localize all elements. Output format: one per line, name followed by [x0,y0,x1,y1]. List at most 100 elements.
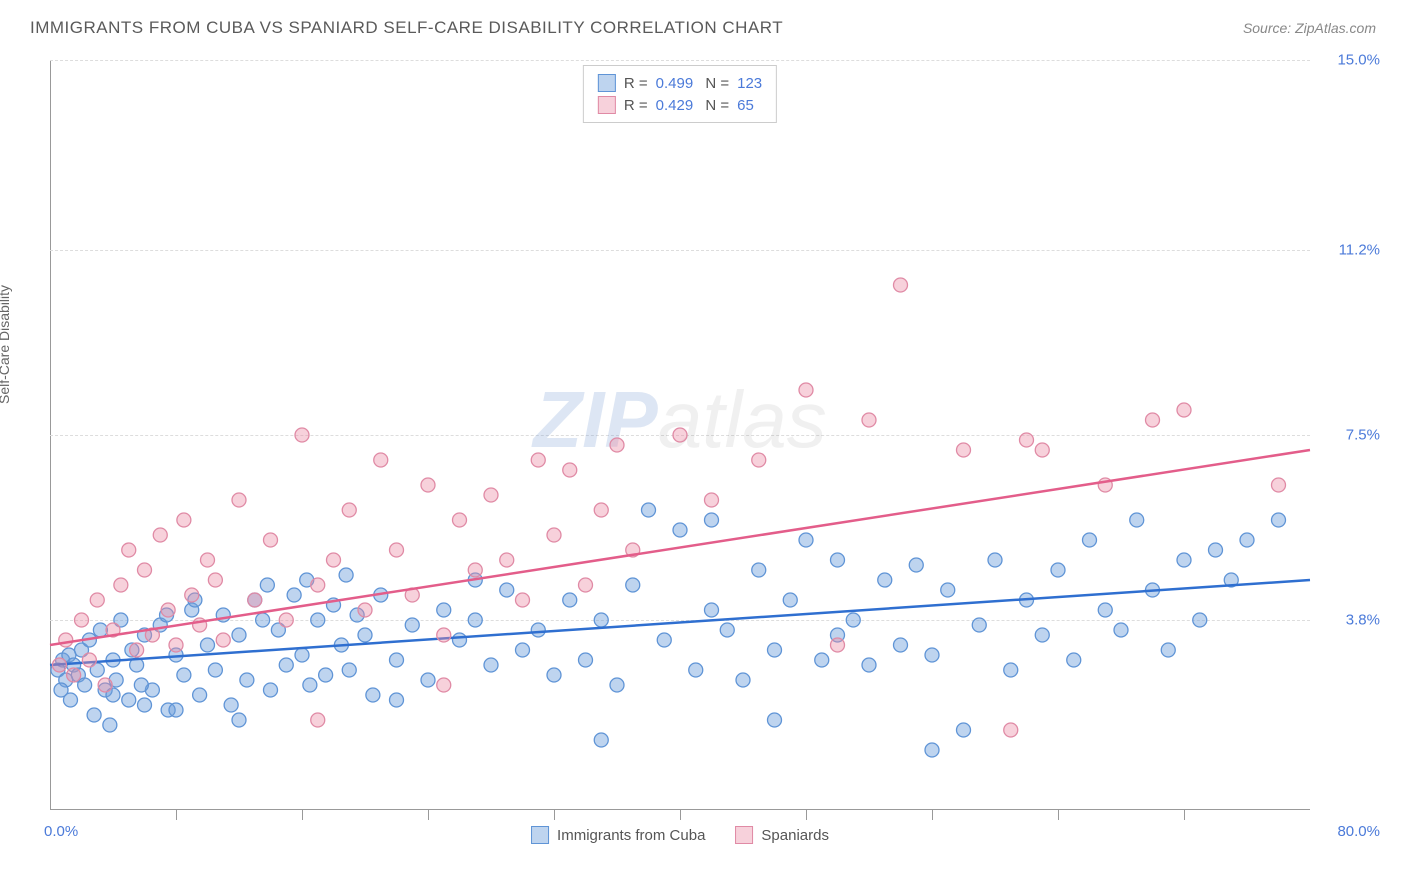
data-point [122,543,136,557]
data-point [98,678,112,692]
x-axis-max-label: 80.0% [1320,823,1380,840]
data-point [390,543,404,557]
data-point [925,743,939,757]
data-point [287,588,301,602]
r-value-cuba: 0.499 [656,75,694,92]
data-point [468,613,482,627]
data-point [894,278,908,292]
data-point [421,478,435,492]
data-point [201,553,215,567]
chart-header: IMMIGRANTS FROM CUBA VS SPANIARD SELF-CA… [0,0,1406,38]
data-point [689,663,703,677]
data-point [673,428,687,442]
data-point [216,633,230,647]
data-point [752,563,766,577]
data-point [925,648,939,662]
data-point [720,623,734,637]
data-point [342,663,356,677]
data-point [319,668,333,682]
stats-legend: R = 0.499 N = 123 R = 0.429 N = 65 [583,65,777,123]
data-point [130,643,144,657]
data-point [138,698,152,712]
data-point [988,553,1002,567]
data-point [1004,723,1018,737]
data-point [1130,513,1144,527]
data-point [799,383,813,397]
x-axis-min-label: 0.0% [44,823,78,840]
data-point [673,523,687,537]
x-tick [932,810,933,820]
data-point [390,653,404,667]
data-point [260,578,274,592]
data-point [54,683,68,697]
data-point [831,638,845,652]
data-point [248,593,262,607]
data-point [90,593,104,607]
r-value-spaniards: 0.429 [656,97,694,114]
data-point [256,613,270,627]
data-point [516,643,530,657]
data-point [279,613,293,627]
data-point [1161,643,1175,657]
swatch-cuba [598,74,616,92]
data-point [862,413,876,427]
trend-line [50,450,1310,645]
data-point [878,573,892,587]
source-attribution: Source: ZipAtlas.com [1243,20,1376,36]
data-point [193,688,207,702]
data-point [169,703,183,717]
series-legend: Immigrants from Cuba Spaniards [531,826,829,844]
x-tick [554,810,555,820]
x-tick [428,810,429,820]
data-point [75,613,89,627]
data-point [705,603,719,617]
y-axis-label: Self-Care Disability [0,285,12,404]
data-point [303,678,317,692]
data-point [531,453,545,467]
data-point [1114,623,1128,637]
data-point [169,638,183,652]
data-point [201,638,215,652]
data-point [768,643,782,657]
data-point [437,603,451,617]
data-point [342,503,356,517]
legend-item-spaniards: Spaniards [735,826,829,844]
data-point [594,733,608,747]
data-point [783,593,797,607]
data-point [705,493,719,507]
data-point [1240,533,1254,547]
data-point [1146,413,1160,427]
data-point [358,603,372,617]
data-point [1020,433,1034,447]
data-point [594,503,608,517]
data-point [610,438,624,452]
data-point [500,553,514,567]
data-point [941,583,955,597]
data-point [799,533,813,547]
data-point [626,578,640,592]
data-point [705,513,719,527]
data-point [208,663,222,677]
data-point [862,658,876,672]
data-point [208,573,222,587]
data-point [1035,443,1049,457]
y-tick-label: 15.0% [1320,52,1380,69]
data-point [1098,603,1112,617]
data-point [516,593,530,607]
data-point [484,488,498,502]
data-point [103,718,117,732]
data-point [366,688,380,702]
stats-row-spaniards: R = 0.429 N = 65 [598,94,762,116]
data-point [311,613,325,627]
y-tick-label: 11.2% [1320,242,1380,259]
stats-row-cuba: R = 0.499 N = 123 [598,72,762,94]
data-point [642,503,656,517]
data-point [390,693,404,707]
swatch-spaniards [598,96,616,114]
data-point [405,618,419,632]
data-point [264,683,278,697]
data-point [579,578,593,592]
data-point [1193,613,1207,627]
data-point [1177,403,1191,417]
data-point [579,653,593,667]
